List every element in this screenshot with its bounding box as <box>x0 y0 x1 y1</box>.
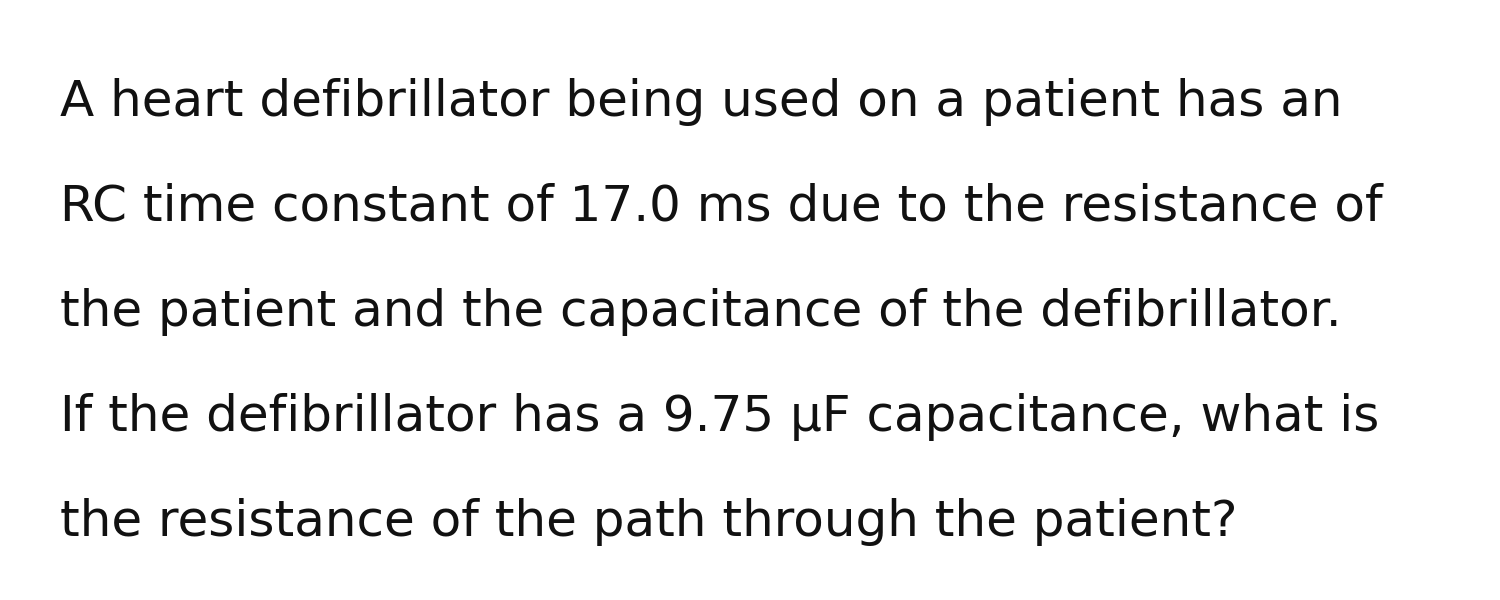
Text: If the defibrillator has a 9.75 μF capacitance, what is: If the defibrillator has a 9.75 μF capac… <box>60 393 1380 441</box>
Text: the resistance of the path through the patient?: the resistance of the path through the p… <box>60 498 1237 546</box>
Text: the patient and the capacitance of the defibrillator.: the patient and the capacitance of the d… <box>60 288 1341 336</box>
Text: RC time constant of 17.0 ms due to the resistance of: RC time constant of 17.0 ms due to the r… <box>60 183 1383 231</box>
Text: A heart defibrillator being used on a patient has an: A heart defibrillator being used on a pa… <box>60 78 1342 126</box>
